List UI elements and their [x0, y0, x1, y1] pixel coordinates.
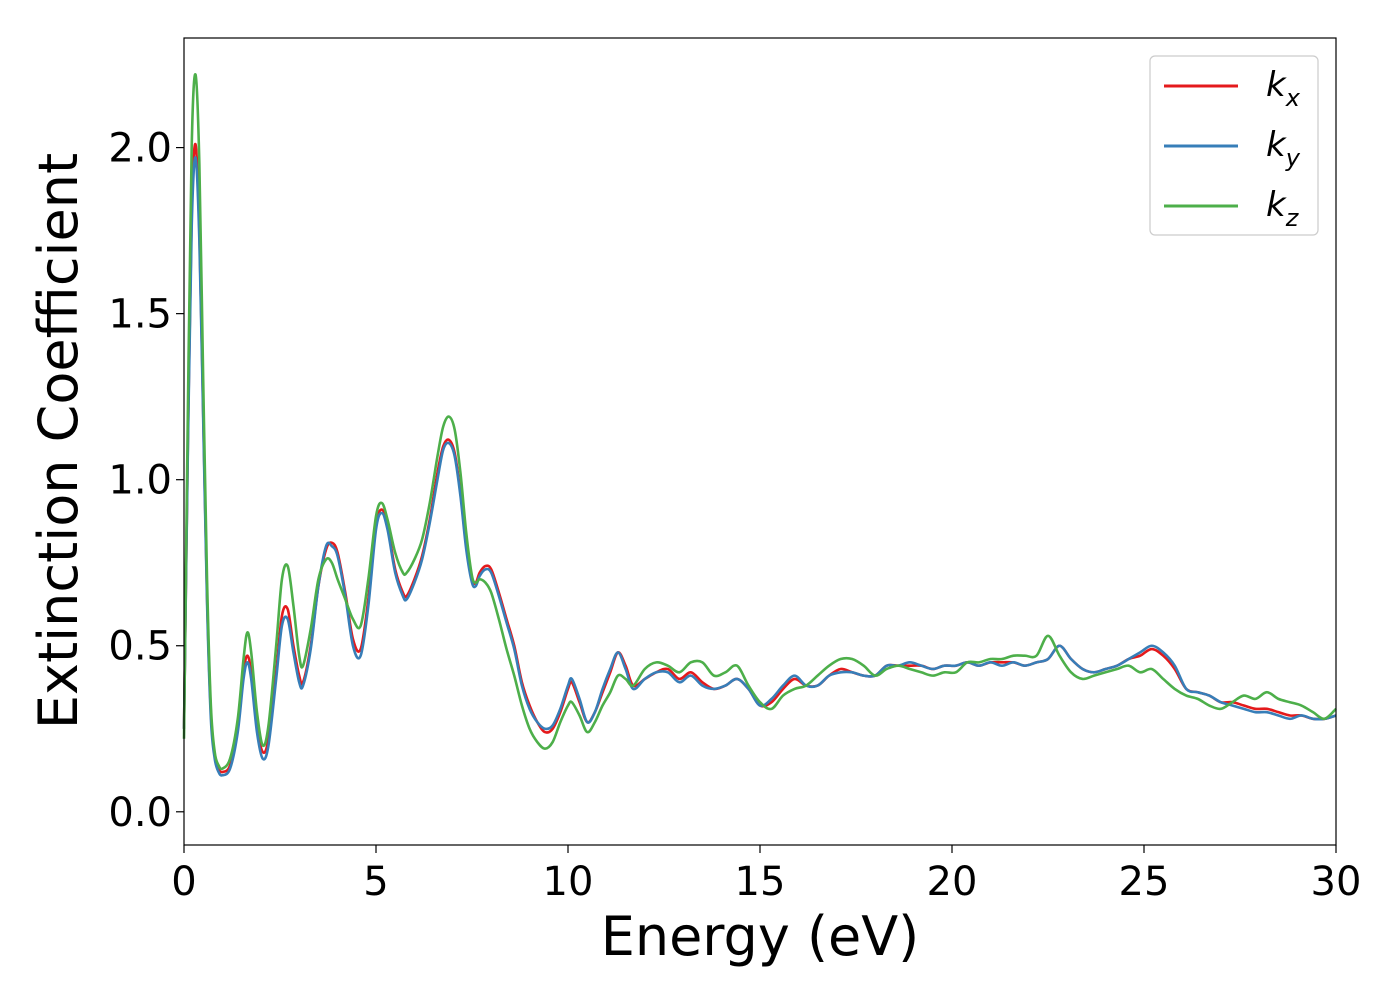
x-tick-label: 30	[1311, 859, 1362, 905]
series-lines	[182, 73, 1337, 777]
series-line-z	[182, 73, 1337, 771]
y-tick-label: 2.0	[108, 126, 172, 172]
y-axis-ticks: 0.0 0.5 1.0 1.5 2.0	[108, 126, 184, 836]
x-axis-ticks: 0 5 10 15 20 25 30	[171, 845, 1361, 905]
y-tick-label: 1.5	[108, 292, 172, 338]
y-tick-label: 0.0	[108, 790, 172, 836]
series-line-y	[182, 156, 1337, 777]
legend-label-z: kz	[1266, 185, 1300, 232]
x-tick-label: 15	[735, 859, 786, 905]
x-tick-label: 5	[363, 859, 388, 905]
legend: kx ky kz	[1149, 55, 1319, 236]
y-axis-label: Extinction Coefficient	[27, 153, 90, 729]
y-tick-label: 0.5	[108, 624, 172, 670]
legend-label-y: ky	[1266, 125, 1301, 172]
legend-label-x: kx	[1266, 65, 1301, 112]
y-tick-label: 1.0	[108, 458, 172, 504]
x-axis-label: Energy (eV)	[601, 905, 920, 968]
x-tick-label: 10	[543, 859, 594, 905]
x-tick-label: 0	[171, 859, 196, 905]
x-tick-label: 20	[927, 859, 978, 905]
x-tick-label: 25	[1119, 859, 1170, 905]
